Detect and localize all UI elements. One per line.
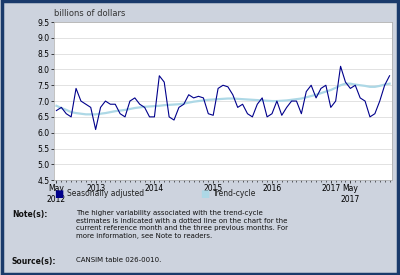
Text: The higher variability associated with the trend-cycle
estimates is indicated wi: The higher variability associated with t… <box>76 210 288 239</box>
Text: ■: ■ <box>200 189 209 199</box>
Text: Source(s):: Source(s): <box>12 257 56 266</box>
Text: ■: ■ <box>54 189 63 199</box>
Text: billions of dollars: billions of dollars <box>54 9 125 18</box>
Text: Trend-cycle: Trend-cycle <box>213 189 256 198</box>
Text: Seasonally adjusted: Seasonally adjusted <box>67 189 144 198</box>
Text: Note(s):: Note(s): <box>12 210 47 219</box>
Text: CANSIM table 026-0010.: CANSIM table 026-0010. <box>76 257 161 263</box>
